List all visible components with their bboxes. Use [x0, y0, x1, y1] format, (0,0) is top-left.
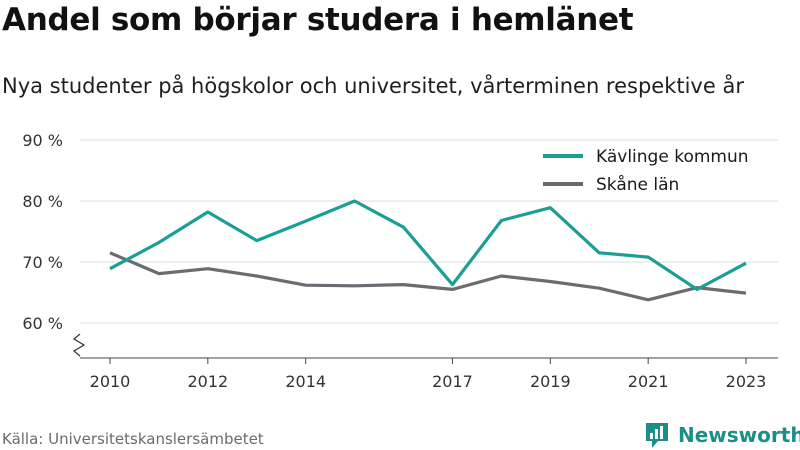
legend-label: Skåne län — [596, 174, 679, 195]
series-line — [109, 199, 747, 291]
newsworthy-bar-chart-icon — [646, 423, 668, 448]
x-tick-label: 2017 — [432, 372, 473, 391]
series-line — [109, 251, 747, 302]
chart-title: Andel som börjar studera i hemlänet — [2, 2, 634, 38]
chart-subtitle: Nya studenter på högskolor och universit… — [2, 74, 744, 98]
x-tick-label: 2021 — [628, 372, 669, 391]
legend-label: Kävlinge kommun — [596, 147, 749, 167]
y-tick-label: 80 % — [22, 192, 63, 211]
x-tick-label: 2023 — [726, 372, 767, 391]
y-tick-label: 60 % — [22, 314, 63, 333]
x-tick-label: 2012 — [187, 372, 228, 391]
x-tick-label: 2014 — [285, 372, 326, 391]
brand-logo: Newsworthy — [644, 420, 800, 450]
y-tick-label: 90 % — [22, 131, 63, 150]
x-tick-label: 2010 — [90, 372, 131, 391]
y-axis-break-icon — [72, 333, 86, 357]
source-note: Källa: Universitetskanslersämbetet — [2, 430, 264, 448]
x-tick-label: 2019 — [530, 372, 571, 391]
brand-name: Newsworthy — [678, 423, 800, 447]
y-tick-label: 70 % — [22, 253, 63, 272]
